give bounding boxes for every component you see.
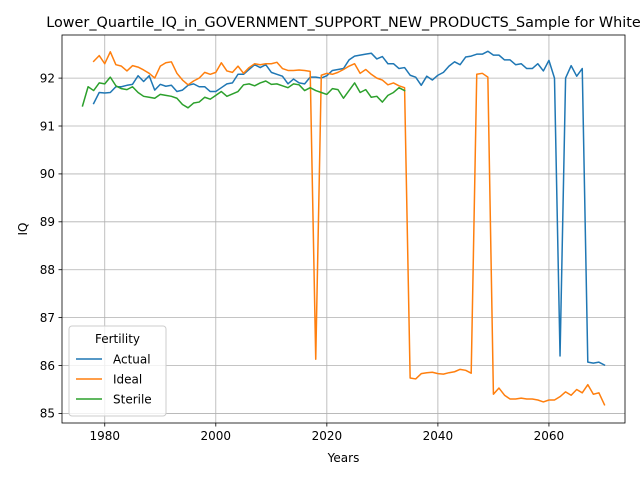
legend-box bbox=[68, 325, 167, 417]
y-tick-label: 88 bbox=[40, 263, 55, 277]
legend-items: Actual Ideal Sterile bbox=[76, 352, 152, 406]
series-lines bbox=[81, 50, 606, 406]
y-tick-label: 90 bbox=[40, 167, 55, 181]
legend: Fertility Actual Ideal Sterile bbox=[68, 325, 167, 417]
x-tick-label: 2020 bbox=[312, 429, 343, 443]
series-line-actual bbox=[92, 50, 606, 367]
series-line-ideal bbox=[92, 51, 606, 406]
x-tick-label: 1980 bbox=[89, 429, 120, 443]
legend-title: Fertility bbox=[95, 332, 140, 346]
chart-title: Lower_Quartile_IQ_in_GOVERNMENT_SUPPORT_… bbox=[46, 15, 640, 31]
y-tick-label: 86 bbox=[40, 359, 55, 373]
x-axis-label: Years bbox=[327, 451, 360, 465]
y-axis-label: IQ bbox=[16, 223, 30, 236]
y-tick-label: 87 bbox=[40, 311, 55, 325]
legend-label-actual: Actual bbox=[113, 352, 151, 366]
y-tick-label: 92 bbox=[40, 71, 55, 85]
y-axis-ticks: 85 86 87 88 89 90 91 92 bbox=[40, 71, 62, 421]
series-line-sterile bbox=[81, 76, 406, 109]
y-tick-label: 85 bbox=[40, 407, 55, 421]
x-tick-label: 2000 bbox=[201, 429, 232, 443]
x-tick-label: 2060 bbox=[534, 429, 565, 443]
legend-label-sterile: Sterile bbox=[113, 392, 152, 406]
legend-label-ideal: Ideal bbox=[113, 372, 142, 386]
x-tick-label: 2040 bbox=[423, 429, 454, 443]
y-tick-label: 91 bbox=[40, 119, 55, 133]
grid-lines bbox=[62, 35, 625, 423]
y-tick-label: 89 bbox=[40, 215, 55, 229]
x-axis-ticks: 1980 2000 2020 2040 2060 bbox=[89, 423, 564, 443]
plot-frame bbox=[61, 34, 626, 424]
